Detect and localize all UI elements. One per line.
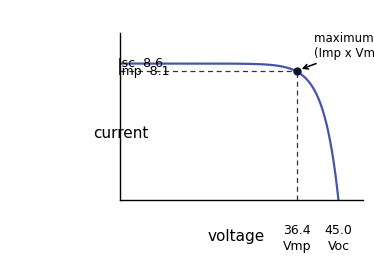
Text: Isc  8.6: Isc 8.6 [118,57,163,70]
Text: Imp  8.1: Imp 8.1 [118,65,170,78]
Text: 45.0: 45.0 [325,224,352,237]
Text: 36.4: 36.4 [283,224,310,237]
Text: maximum power
(Imp x Vmp): maximum power (Imp x Vmp) [303,32,374,69]
Text: Voc: Voc [327,240,350,253]
Text: current: current [93,126,148,141]
Text: voltage: voltage [207,229,264,244]
Text: Vmp: Vmp [282,240,311,253]
